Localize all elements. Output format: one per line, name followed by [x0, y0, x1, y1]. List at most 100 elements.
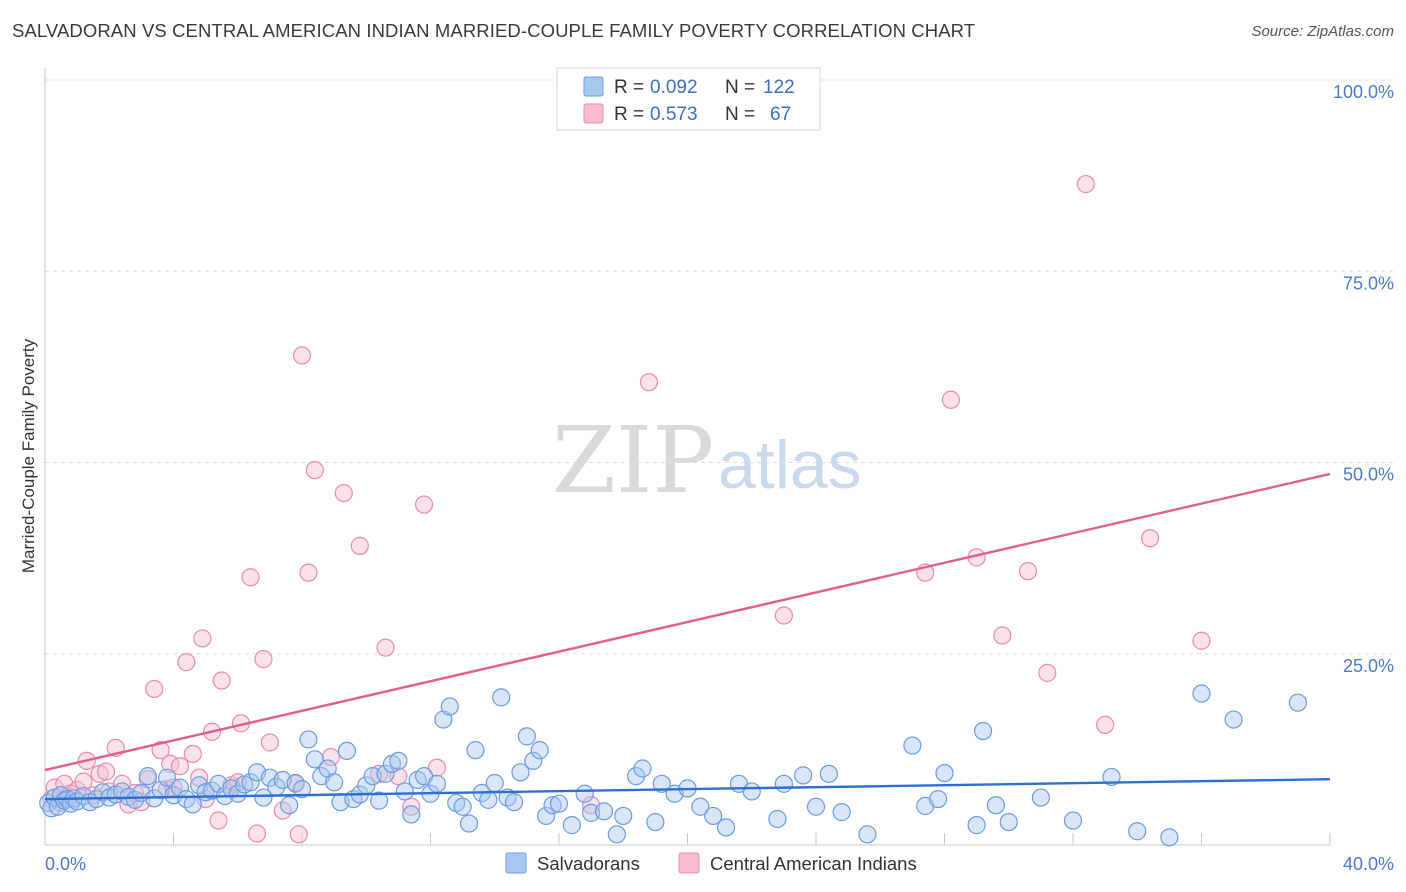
- salvadoran-point: [575, 784, 594, 803]
- legend-n-label-2: N =: [725, 104, 755, 125]
- central-american-indian-point: [1192, 631, 1211, 650]
- legend-swatch-central-american-indians: [583, 103, 604, 124]
- central-american-indian-point: [639, 373, 659, 392]
- central-american-indian-point: [247, 824, 267, 843]
- salvadoran-point: [832, 803, 851, 822]
- salvadoran-point: [704, 806, 723, 826]
- salvadoran-point: [1031, 788, 1050, 807]
- central-american-indian-point: [289, 825, 308, 844]
- salvadoran-point: [292, 780, 312, 799]
- central-american-indian-point: [1140, 529, 1160, 548]
- salvadoran-point: [228, 784, 247, 803]
- salvadoran-trend-line: [44, 778, 1331, 801]
- salvadoran-point: [492, 688, 511, 707]
- salvadoran-point: [652, 774, 671, 793]
- legend-n-value-1: 122: [763, 77, 795, 98]
- salvadoran-point: [935, 763, 954, 783]
- series-legend-label-central-american-indians: Central American Indians: [710, 853, 917, 874]
- central-american-indian-point: [1076, 174, 1095, 194]
- salvadoran-point: [241, 773, 260, 792]
- central-american-indian-point: [350, 536, 369, 555]
- central-american-indian-point: [1018, 562, 1038, 581]
- central-american-indian-trend-line: [44, 472, 1331, 772]
- trend-lines: [44, 472, 1331, 801]
- salvadoran-point: [928, 789, 948, 809]
- salvadoran-point: [459, 814, 479, 833]
- legend-n-label-1: N =: [725, 77, 755, 98]
- salvadoran-point: [183, 795, 202, 814]
- salvadoran-point: [819, 764, 838, 783]
- salvadoran-points: [39, 684, 1307, 847]
- stats-legend: R = 0.092 N = 122 R = 0.573 N = 67: [556, 67, 821, 131]
- central-american-indian-point: [993, 626, 1012, 645]
- central-american-indian-point: [241, 568, 260, 587]
- central-american-indian-point: [170, 757, 190, 776]
- central-american-indian-point: [414, 495, 434, 514]
- salvadoran-point: [479, 790, 498, 809]
- salvadoran-point: [1063, 811, 1083, 830]
- salvadoran-point: [691, 797, 710, 816]
- central-american-indian-point: [299, 563, 318, 582]
- salvadoran-point: [530, 741, 549, 760]
- salvadoran-point: [986, 796, 1006, 815]
- series-legend-swatch-central-american-indians: [678, 852, 700, 874]
- central-american-indian-point: [427, 758, 447, 777]
- central-american-indian-point: [212, 671, 231, 690]
- salvadoran-point: [806, 797, 826, 816]
- salvadoran-point: [402, 805, 421, 824]
- salvadoran-point: [305, 750, 324, 769]
- salvadoran-point: [337, 741, 357, 761]
- central-american-indian-point: [1038, 663, 1057, 682]
- salvadoran-point: [440, 697, 459, 716]
- salvadoran-point: [633, 759, 652, 778]
- central-american-indian-point: [74, 772, 93, 791]
- watermark-atlas: atlas: [718, 427, 862, 503]
- central-american-indian-point: [292, 346, 312, 365]
- central-american-indian-point: [376, 638, 395, 657]
- y-tick-label-75: 75.0%: [1343, 273, 1394, 293]
- legend-r-label-2: R =: [614, 104, 644, 125]
- salvadoran-point: [607, 825, 626, 844]
- salvadoran-point: [389, 751, 408, 770]
- salvadoran-point: [646, 812, 665, 832]
- central-american-indian-point: [193, 629, 212, 648]
- salvadoran-point: [325, 773, 344, 792]
- salvadoran-point: [1128, 822, 1147, 841]
- watermark-zip: ZIP: [552, 407, 714, 514]
- salvadoran-point: [967, 816, 986, 835]
- y-tick-label-50: 50.0%: [1343, 465, 1394, 485]
- salvadoran-point: [768, 809, 787, 829]
- series-legend-label-salvadorans: Salvadorans: [537, 853, 640, 874]
- salvadoran-point: [511, 763, 530, 782]
- salvadoran-point: [774, 774, 793, 793]
- central-american-indian-point: [941, 390, 961, 409]
- salvadoran-point: [466, 741, 485, 760]
- salvadoran-point: [562, 816, 581, 835]
- central-american-indian-point: [334, 484, 353, 503]
- salvadoran-point: [485, 773, 504, 793]
- salvadoran-point: [1224, 710, 1243, 729]
- salvadoran-point: [299, 730, 318, 749]
- y-tick-labels: 25.0% 50.0% 75.0% 100.0%: [1333, 82, 1394, 676]
- salvadoran-point: [973, 721, 993, 741]
- series-legend: Salvadorans Central American Indians: [505, 852, 917, 874]
- salvadoran-point: [524, 751, 543, 770]
- x-tick-label-max: 40.0%: [1343, 854, 1394, 874]
- salvadoran-point: [742, 782, 761, 801]
- central-american-indian-point: [254, 650, 273, 669]
- legend-r-value-1: 0.092: [650, 77, 698, 98]
- salvadoran-point: [427, 774, 447, 793]
- central-american-indian-point: [145, 679, 164, 699]
- salvadoran-point: [594, 802, 614, 821]
- salvadoran-point: [614, 806, 633, 826]
- x-tick-marks: [44, 833, 1331, 845]
- central-american-indian-point: [183, 744, 202, 764]
- legend-swatch-salvadorans: [583, 76, 604, 97]
- central-american-indian-point: [96, 762, 116, 781]
- central-american-indian-point: [151, 741, 170, 760]
- y-axis-label: Married-Couple Family Poverty: [19, 338, 38, 573]
- salvadoran-point: [504, 793, 524, 812]
- chart-title: SALVADORAN VS CENTRAL AMERICAN INDIAN MA…: [12, 20, 976, 41]
- central-american-indian-point: [402, 797, 421, 816]
